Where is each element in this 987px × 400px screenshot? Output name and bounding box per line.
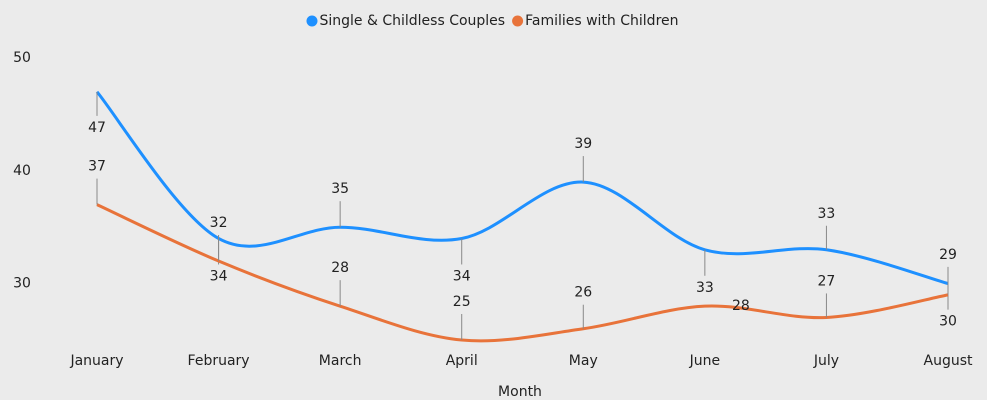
data-label: 33	[818, 206, 836, 222]
data-label: 30	[939, 314, 957, 330]
x-tick-label: January	[69, 353, 123, 369]
data-label: 28	[732, 298, 750, 314]
data-label: 32	[210, 215, 228, 231]
data-label: 25	[453, 294, 471, 310]
legend-label: Single & Childless Couples	[319, 13, 505, 29]
data-label: 29	[939, 247, 957, 263]
x-axis-label: Month	[498, 384, 542, 400]
x-tick-label: July	[813, 353, 839, 369]
data-label: 34	[453, 268, 471, 284]
x-tick-label: February	[188, 353, 250, 369]
data-label: 34	[210, 268, 228, 284]
data-label: 26	[574, 285, 592, 301]
data-label: 39	[574, 136, 592, 152]
data-label: 47	[88, 120, 106, 136]
data-label: 35	[331, 181, 349, 197]
legend-label: Families with Children	[525, 13, 678, 29]
y-tick-label: 30	[13, 276, 31, 292]
legend-marker	[306, 15, 318, 27]
x-tick-label: March	[319, 353, 362, 369]
x-tick-label: May	[569, 353, 598, 369]
data-label: 33	[696, 280, 714, 296]
data-label: 37	[88, 159, 106, 175]
y-tick-label: 50	[13, 50, 31, 66]
x-tick-label: August	[924, 353, 974, 369]
legend-marker	[512, 15, 524, 27]
x-tick-label: April	[446, 353, 478, 369]
y-tick-label: 40	[13, 163, 31, 179]
data-label: 28	[331, 260, 349, 276]
line-series	[95, 90, 949, 286]
line-series	[96, 203, 949, 343]
data-label: 27	[818, 273, 836, 289]
x-tick-label: June	[689, 353, 721, 369]
